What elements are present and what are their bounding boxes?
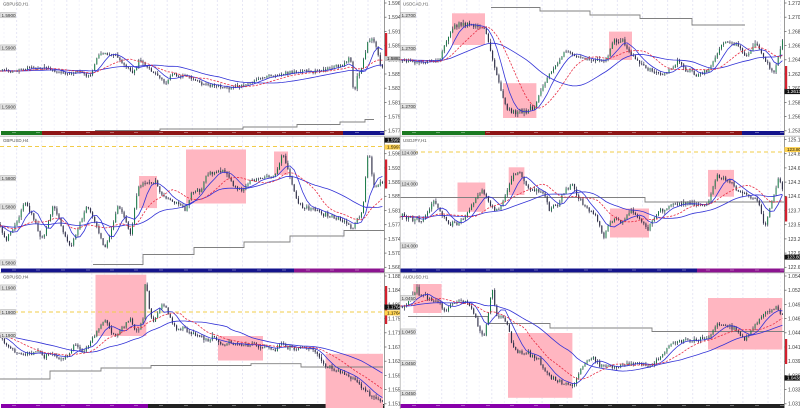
svg-text:1.0450: 1.0450 (402, 329, 416, 334)
svg-text:1.26860: 1.26860 (788, 29, 800, 35)
svg-text:1.27070: 1.27070 (788, 15, 800, 21)
svg-text:124.890: 124.890 (788, 152, 800, 158)
svg-text:1.27280: 1.27280 (788, 1, 800, 7)
svg-text:1.04425: 1.04425 (788, 331, 800, 337)
svg-text:1.1900: 1.1900 (2, 310, 16, 315)
svg-text:123.515: 123.515 (788, 223, 800, 229)
svg-text:1.1900: 1.1900 (2, 285, 16, 290)
svg-text:1.2700: 1.2700 (402, 104, 416, 109)
svg-text:1.5800: 1.5800 (2, 204, 16, 209)
svg-text:1.2700: 1.2700 (402, 46, 416, 51)
svg-text:124.000: 124.000 (402, 243, 419, 248)
svg-text:1.5900: 1.5900 (2, 104, 16, 109)
svg-text:124.000: 124.000 (402, 150, 419, 155)
svg-text:1.2700: 1.2700 (402, 13, 416, 18)
svg-text:1.04165: 1.04165 (788, 345, 800, 351)
svg-text:124.615: 124.615 (788, 166, 800, 172)
svg-text:1.05465: 1.05465 (788, 274, 800, 280)
svg-text:AUDUSD,H1: AUDUSD,H1 (403, 275, 429, 280)
svg-text:1.0450: 1.0450 (402, 296, 416, 301)
svg-text:1.26230: 1.26230 (788, 72, 800, 78)
svg-text:1.03385: 1.03385 (788, 388, 800, 394)
svg-text:1.05205: 1.05205 (788, 288, 800, 294)
svg-text:1.03125: 1.03125 (788, 402, 800, 408)
svg-text:123.240: 123.240 (788, 237, 800, 243)
svg-text:USDJPY,H1: USDJPY,H1 (403, 138, 427, 143)
svg-text:1.03905: 1.03905 (788, 359, 800, 365)
svg-text:1.1900: 1.1900 (2, 333, 16, 338)
svg-text:124.065: 124.065 (788, 194, 800, 200)
svg-text:1.04945: 1.04945 (788, 302, 800, 308)
svg-text:125.165: 125.165 (788, 137, 800, 143)
svg-text:122.690: 122.690 (788, 265, 800, 271)
svg-text:1.5900: 1.5900 (2, 45, 16, 50)
svg-text:1.25600: 1.25600 (788, 115, 800, 121)
svg-text:1.5800: 1.5800 (2, 176, 16, 181)
svg-text:1.5800: 1.5800 (2, 260, 16, 265)
svg-text:1.26440: 1.26440 (788, 58, 800, 64)
svg-text:1.25810: 1.25810 (788, 100, 800, 106)
svg-text:123.805: 123.805 (787, 147, 800, 152)
svg-text:1.25390: 1.25390 (788, 129, 800, 135)
svg-text:1.0450: 1.0450 (402, 391, 416, 396)
svg-text:1.04388: 1.04388 (787, 376, 800, 381)
svg-text:1.04685: 1.04685 (788, 317, 800, 323)
svg-text:123.790: 123.790 (788, 208, 800, 214)
svg-text:1.5900: 1.5900 (2, 13, 16, 18)
svg-text:1.26137: 1.26137 (787, 89, 800, 94)
svg-text:GBPUSD,H4: GBPUSD,H4 (3, 275, 29, 280)
svg-text:1.0450: 1.0450 (402, 361, 416, 366)
svg-text:123.805: 123.805 (787, 255, 800, 260)
svg-text:124.000: 124.000 (402, 181, 419, 186)
svg-text:GBPUSD,H1: GBPUSD,H1 (3, 2, 29, 7)
svg-text:124.340: 124.340 (788, 180, 800, 186)
svg-text:GBPUSD,H4: GBPUSD,H4 (3, 138, 29, 143)
svg-text:USDCAD,H1: USDCAD,H1 (403, 2, 429, 7)
svg-text:1.26650: 1.26650 (788, 44, 800, 50)
